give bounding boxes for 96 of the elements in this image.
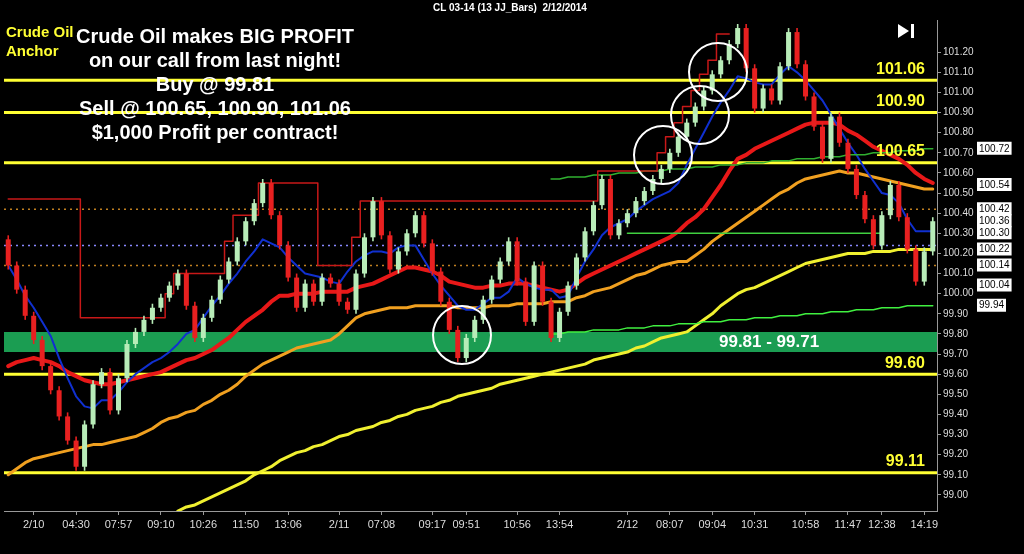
candlestick (217, 274, 223, 305)
candlestick (404, 228, 410, 257)
y2-tick-label: 99.94 (979, 299, 1005, 311)
y-tick-label: 99.40 (943, 408, 969, 420)
y-tick-label: 100.20 (943, 247, 975, 259)
candlestick (641, 186, 647, 206)
candlestick (158, 292, 164, 313)
y2-tick-label: 100.30 (979, 227, 1011, 239)
candlestick (209, 294, 215, 323)
candlestick (489, 274, 495, 305)
candlestick (200, 313, 206, 343)
y-tick-label: 101.10 (943, 66, 975, 78)
candlestick (497, 256, 503, 285)
y-tick-label: 100.00 (943, 287, 975, 299)
x-tick-label: 10:31 (740, 517, 769, 530)
x-tick-label: 08:07 (656, 517, 684, 530)
y-tick-label: 99.50 (943, 388, 969, 400)
y2-tick-label: 100.54 (979, 178, 1011, 190)
candlestick (616, 218, 622, 241)
candlestick (692, 101, 698, 128)
x-tick-label: 13:06 (274, 517, 302, 530)
y-tick-label: 100.60 (943, 166, 975, 178)
x-tick-label: 14:19 (910, 517, 939, 530)
candlestick (472, 315, 478, 343)
candlestick (234, 236, 240, 267)
y2-tick-label: 100.04 (979, 279, 1011, 291)
candlestick (311, 278, 317, 307)
x-tick-label: 11:50 (232, 517, 260, 530)
x-tick-label: 09:51 (452, 517, 481, 530)
candlestick (141, 315, 147, 337)
x-tick-label: 10:26 (189, 517, 218, 530)
candlestick (718, 55, 724, 80)
y-tick-label: 100.30 (943, 227, 975, 239)
candlestick (506, 236, 512, 267)
x-tick-label: 09:10 (147, 517, 175, 530)
candlestick (658, 164, 664, 184)
x-tick-label: 04:30 (62, 517, 90, 530)
y-tick-label: 100.40 (943, 206, 975, 218)
chart-title: CL 03-14 (13 JJ_Bars) 2/12/2014 (433, 1, 588, 13)
candlestick (336, 278, 342, 307)
y-tick-label: 100.70 (943, 146, 975, 158)
y-tick-label: 100.10 (943, 267, 975, 279)
y-tick-label: 99.80 (943, 327, 969, 339)
y-tick-label: 99.20 (943, 448, 969, 460)
y-tick-label: 100.50 (943, 186, 975, 198)
ref-line-label: 99.60 (884, 353, 926, 371)
x-tick-label: 09:17 (418, 517, 447, 530)
y-tick-label: 101.00 (943, 86, 975, 98)
y-tick-label: 101.20 (943, 45, 975, 57)
candlestick (260, 178, 266, 208)
candlestick (132, 327, 138, 349)
candlestick (226, 256, 232, 285)
y-tick-label: 99.90 (943, 307, 969, 319)
candlestick (624, 208, 630, 229)
candlestick (395, 246, 401, 275)
candlestick (667, 147, 673, 174)
candlestick (735, 23, 741, 49)
annotation: Crude Oil Anchor (6, 23, 74, 59)
candlestick (760, 83, 766, 114)
y2-tick-label: 100.14 (979, 259, 1011, 271)
y-tick-label: 99.70 (943, 347, 969, 359)
candlestick (769, 83, 775, 106)
x-tick-label: 09:04 (698, 517, 726, 530)
candlestick (412, 210, 418, 239)
candlestick (633, 196, 639, 219)
x-tick-label: 2/11 (328, 517, 350, 530)
x-tick-label: 10:58 (791, 517, 820, 530)
y-tick-label: 99.00 (943, 488, 969, 500)
y-tick-label: 100.90 (943, 106, 975, 118)
y-tick-label: 100.80 (943, 126, 975, 138)
candlestick (251, 198, 257, 227)
x-tick-label: 10:56 (503, 517, 531, 530)
ref-line-label: 101.06 (876, 59, 926, 77)
x-tick-label: 07:08 (367, 517, 396, 530)
ref-line-label: 100.90 (876, 91, 926, 109)
x-tick-label: 07:57 (104, 517, 133, 530)
candlestick (243, 216, 249, 247)
y2-tick-label: 100.42 (979, 202, 1011, 214)
candlestick (463, 333, 469, 363)
y-tick-label: 99.30 (943, 428, 969, 440)
x-tick-label: 11:47 (834, 517, 862, 530)
band-label: 99.81 - 99.71 (718, 331, 820, 351)
candlestick (99, 367, 105, 390)
y2-tick-label: 100.22 (979, 243, 1011, 255)
x-tick-label: 12:38 (868, 517, 896, 530)
y2-tick-label: 100.36 (979, 214, 1011, 226)
x-tick-label: 2/12 (616, 517, 639, 530)
x-tick-label: 13:54 (545, 517, 574, 530)
candlestick (166, 280, 172, 303)
y-tick-label: 99.60 (943, 367, 969, 379)
ref-line-label: 99.11 (885, 452, 926, 470)
y2-tick-label: 100.72 (979, 142, 1011, 154)
y-tick-label: 99.10 (943, 468, 969, 480)
x-tick-label: 2/10 (22, 517, 45, 530)
candlestick (175, 268, 181, 291)
candlestick (149, 302, 155, 325)
